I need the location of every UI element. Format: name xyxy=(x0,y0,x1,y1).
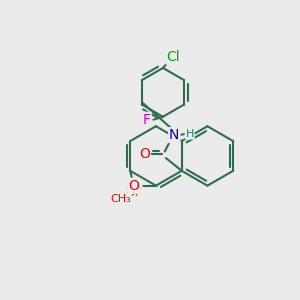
Text: O: O xyxy=(128,179,139,193)
Text: Cl: Cl xyxy=(167,50,180,64)
Text: O: O xyxy=(139,148,150,161)
Text: Br: Br xyxy=(126,184,142,199)
Text: CH₃: CH₃ xyxy=(110,194,131,204)
Text: F: F xyxy=(142,113,151,127)
Text: H: H xyxy=(185,129,194,139)
Text: N: N xyxy=(169,128,179,142)
